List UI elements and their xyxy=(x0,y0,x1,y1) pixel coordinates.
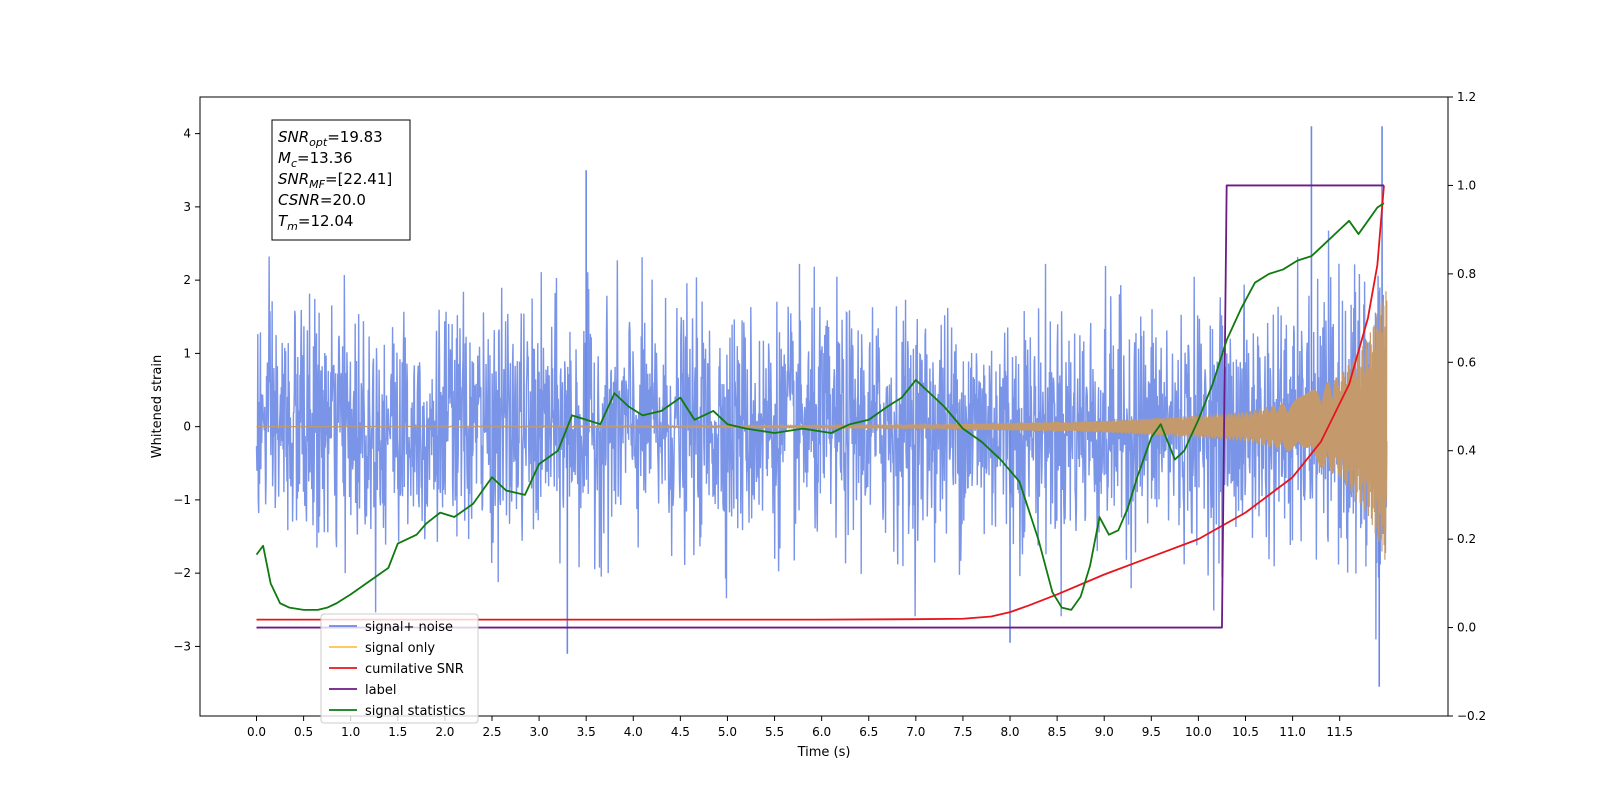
annotation-symbol: M xyxy=(278,149,291,167)
y-right-tick-label: −0.2 xyxy=(1457,709,1486,723)
y-left-tick-label: −2 xyxy=(173,566,191,580)
x-tick-label: 5.0 xyxy=(718,725,737,739)
x-tick-label: 1.5 xyxy=(388,725,407,739)
annotation-value: =13.36 xyxy=(297,149,353,167)
x-tick-label: 9.5 xyxy=(1142,725,1161,739)
x-tick-label: 6.5 xyxy=(859,725,878,739)
x-axis-label: Time (s) xyxy=(797,745,851,760)
y-right-tick-label: 0.4 xyxy=(1457,444,1476,458)
x-tick-label: 11.0 xyxy=(1279,725,1306,739)
x-tick-label: 4.0 xyxy=(624,725,643,739)
x-tick-label: 2.0 xyxy=(435,725,454,739)
annotation-value: =[22.41] xyxy=(325,170,392,188)
y-left-tick-label: 1 xyxy=(183,346,191,360)
x-tick-label: 11.5 xyxy=(1326,725,1353,739)
annotation-subscript: MF xyxy=(309,178,325,191)
annotation-subscript: opt xyxy=(309,136,328,149)
x-tick-label: 9.0 xyxy=(1095,725,1114,739)
series-cumilative-snr xyxy=(256,185,1385,621)
x-tick-label: 0.0 xyxy=(247,725,266,739)
y-left-tick-label: −1 xyxy=(173,493,191,507)
series-label xyxy=(256,184,1384,629)
annotation-subscript: c xyxy=(291,157,297,170)
line-layer xyxy=(255,184,1385,629)
y-left-tick-label: 2 xyxy=(183,273,191,287)
y-axis-left: −3 −2 −1 0 1 2 3 4 xyxy=(173,127,200,653)
series-signal-noise xyxy=(255,230,1388,640)
series-signal-statistics xyxy=(255,202,1385,611)
x-tick-label: 7.0 xyxy=(906,725,925,739)
annotation-frame xyxy=(271,119,411,241)
annotation-line: Tm=12.04 xyxy=(278,212,353,233)
signal-layer xyxy=(256,291,1388,560)
x-tick-label: 7.5 xyxy=(953,725,972,739)
x-tick-label: 5.5 xyxy=(765,725,784,739)
x-axis: 0.0 0.5 1.0 1.5 2.0 2.5 3.0 3.5 4.0 4.5 5.0 5.5 6.0 6… xyxy=(247,716,1353,739)
annotation-value: =19.83 xyxy=(327,128,383,146)
x-tick-label: 2.5 xyxy=(482,725,501,739)
x-tick-label: 10.0 xyxy=(1185,725,1212,739)
legend-label: signal only xyxy=(365,641,435,656)
legend-frame xyxy=(320,613,479,724)
noise-layer xyxy=(255,126,1388,687)
x-tick-label: 8.5 xyxy=(1048,725,1067,739)
annotation-symbol: SNR xyxy=(278,170,309,188)
annotation-subscript: m xyxy=(287,220,298,233)
x-tick-label: 4.5 xyxy=(671,725,690,739)
annotation-symbol: T xyxy=(278,212,289,230)
x-tick-label: 3.5 xyxy=(577,725,596,739)
x-tick-label: 0.5 xyxy=(294,725,313,739)
annotation-box: SNRopt=19.83Mc=13.36SNRMF=[22.41]CSNR=20… xyxy=(271,119,411,241)
legend-label: label xyxy=(365,683,396,698)
y-left-tick-label: 4 xyxy=(183,127,191,141)
legend-label: signal statistics xyxy=(365,704,466,719)
annotation-value: =20.0 xyxy=(320,191,366,209)
y-left-tick-label: −3 xyxy=(173,639,191,653)
legend-label: signal+ noise xyxy=(365,620,453,635)
y-right-tick-label: 1.0 xyxy=(1457,178,1476,192)
x-tick-label: 8.0 xyxy=(1000,725,1019,739)
y-right-tick-label: 1.2 xyxy=(1457,90,1476,104)
annotation-value: =12.04 xyxy=(298,212,354,230)
x-tick-label: 6.0 xyxy=(812,725,831,739)
annotation-symbol: SNR xyxy=(278,128,309,146)
legend: signal+ noise signal only cumilative SNR la… xyxy=(320,613,479,724)
y-right-tick-label: 0.8 xyxy=(1457,267,1476,281)
y-left-tick-label: 0 xyxy=(183,420,191,434)
annotation-line: SNRMF=[22.41] xyxy=(278,170,392,191)
y-left-tick-label: 3 xyxy=(183,200,191,214)
y-axis-label: Whitened strain xyxy=(150,355,165,458)
plot-frame xyxy=(199,96,1449,717)
x-tick-label: 10.5 xyxy=(1232,725,1259,739)
annotation-line: CSNR=20.0 xyxy=(278,191,366,209)
y-axis-right: −0.2 0.0 0.2 0.4 0.6 0.8 1.0 1.2 xyxy=(1448,90,1486,723)
annotation-symbol: CSNR xyxy=(278,191,320,209)
y-right-tick-label: 0.2 xyxy=(1457,532,1476,546)
legend-label: cumilative SNR xyxy=(365,662,464,677)
x-tick-label: 1.0 xyxy=(341,725,360,739)
x-tick-label: 3.0 xyxy=(530,725,549,739)
y-right-tick-label: 0.6 xyxy=(1457,355,1476,369)
annotation-line: Mc=13.36 xyxy=(278,149,353,170)
y-right-tick-label: 0.0 xyxy=(1457,621,1476,635)
series-signal-only xyxy=(256,291,1388,560)
annotation-line: SNRopt=19.83 xyxy=(278,128,383,149)
